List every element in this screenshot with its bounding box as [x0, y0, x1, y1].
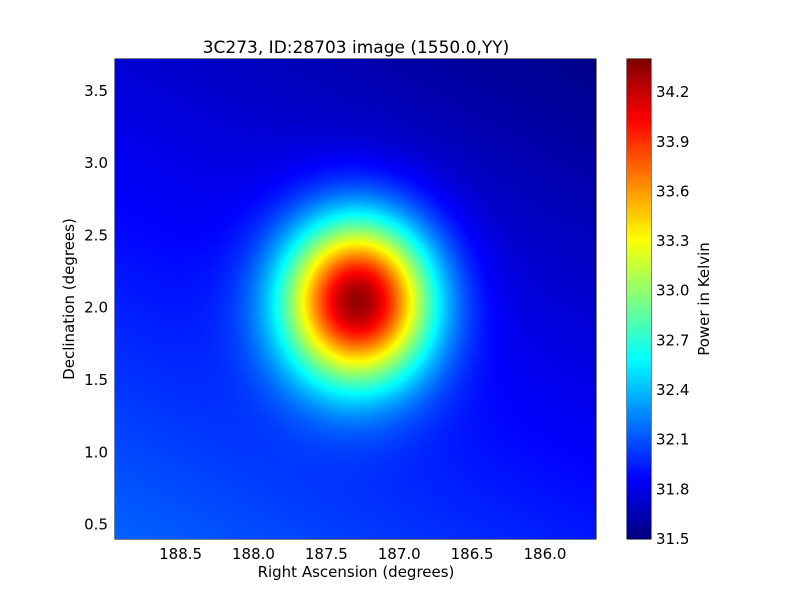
y-axis-label: Declination (degrees)	[60, 218, 78, 380]
x-tick-label: 187.5	[305, 545, 348, 563]
colorbar-tick-label: 32.1	[656, 431, 689, 449]
y-axis-ticks: 0.5 1.0 1.5 2.0 2.5 3.0 3.5	[84, 82, 596, 534]
chart-title: 3C273, ID:28703 image (1550.0,YY)	[203, 38, 510, 58]
x-tick-label: 188.5	[159, 545, 202, 563]
colorbar-tick-label: 33.6	[656, 182, 689, 200]
colorbar-tick-label: 31.8	[656, 480, 689, 498]
y-tick-label: 1.5	[84, 371, 108, 389]
y-tick-label: 1.0	[84, 443, 108, 461]
colorbar-tick-label: 31.5	[656, 530, 689, 548]
y-tick-label: 3.0	[84, 154, 108, 172]
colorbar-tick-label: 33.0	[656, 282, 689, 300]
colorbar-tick-label: 34.2	[656, 83, 689, 101]
y-tick-label: 3.5	[84, 82, 108, 100]
colorbar-tick-label: 32.4	[656, 381, 689, 399]
colorbar-gradient	[627, 59, 651, 539]
x-tick-label: 186.5	[451, 545, 494, 563]
colorbar-label: Power in Kelvin	[695, 242, 713, 356]
x-tick-label: 186.0	[524, 545, 567, 563]
x-axis-ticks: 188.5 188.0 187.5 187.0 186.5 186.0	[159, 59, 566, 563]
y-tick-label: 0.5	[84, 516, 108, 534]
y-tick-label: 2.0	[84, 299, 108, 317]
colorbar-ticks: 31.5 31.8 32.1 32.4 32.7 33.0 33.3 33.6 33.9 34.2	[646, 83, 689, 548]
heatmap-image	[115, 59, 596, 539]
x-tick-label: 188.0	[232, 545, 275, 563]
y-tick-label: 2.5	[84, 226, 108, 244]
colorbar-tick-label: 33.9	[656, 133, 689, 151]
colorbar-tick-label: 33.3	[656, 232, 689, 250]
x-axis-label: Right Ascension (degrees)	[258, 563, 455, 581]
colorbar-tick-label: 32.7	[656, 331, 689, 349]
x-tick-label: 187.0	[378, 545, 421, 563]
